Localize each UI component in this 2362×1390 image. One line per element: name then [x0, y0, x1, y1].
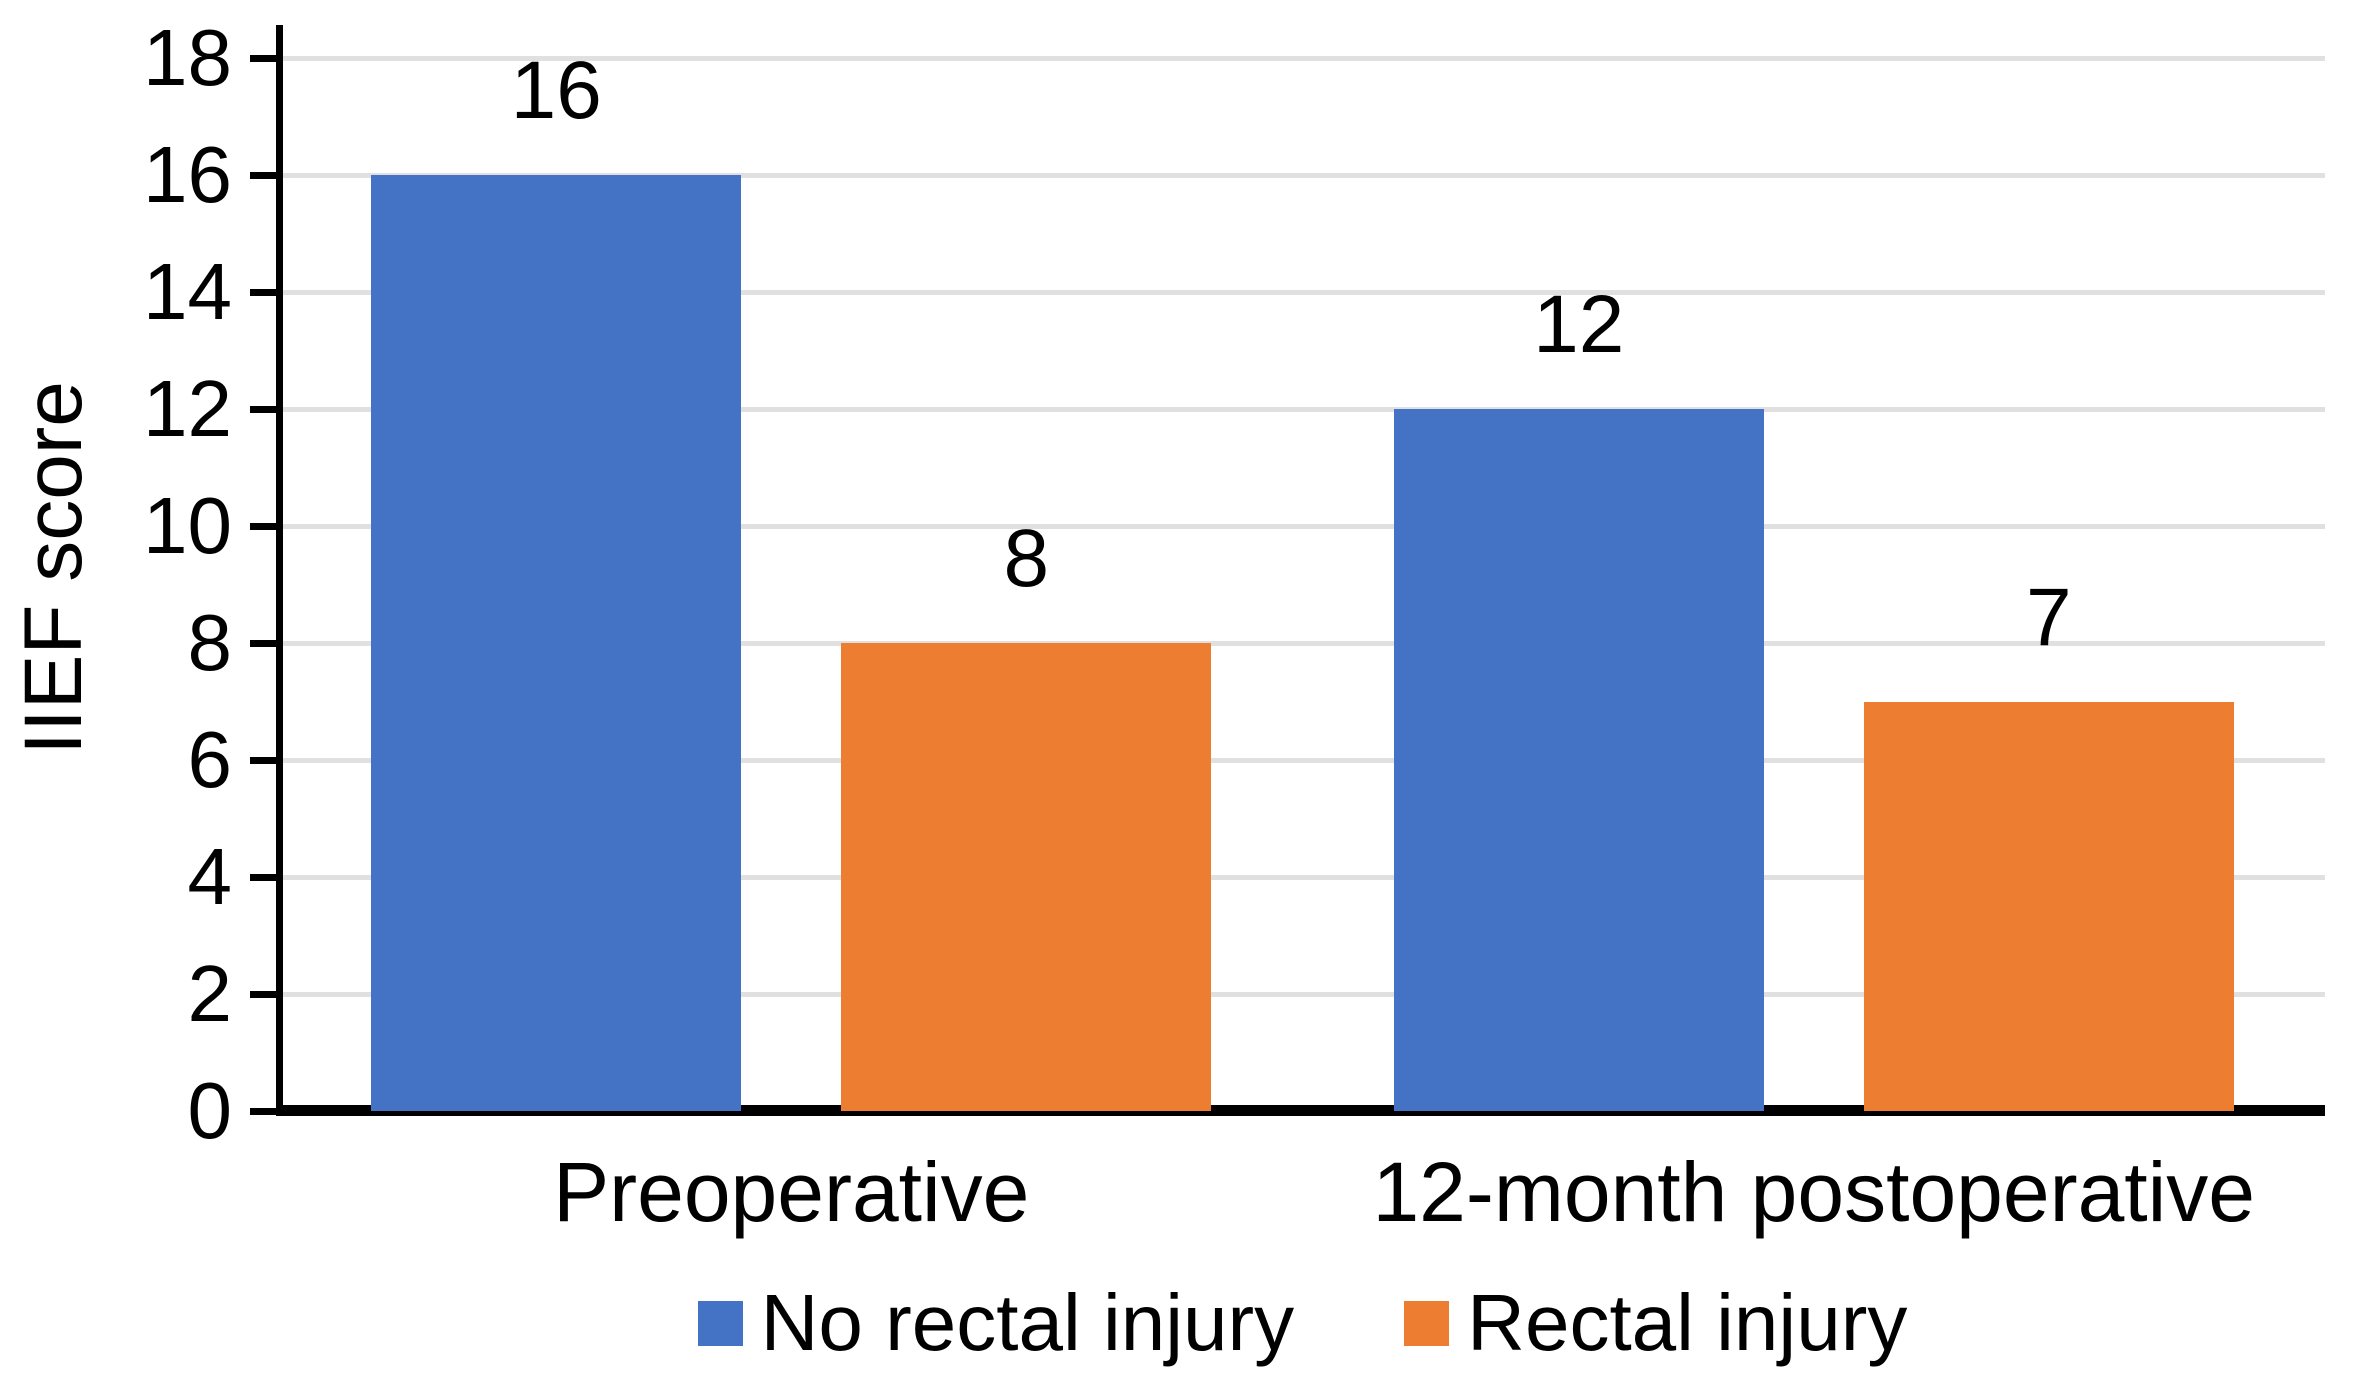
gridline [283, 56, 2325, 61]
legend: No rectal injury Rectal injury [280, 1283, 2325, 1363]
bar [841, 643, 1212, 1111]
y-axis-tick [250, 523, 276, 530]
x-axis-category-label: 12-month postoperative [1372, 1145, 2256, 1239]
gridline [283, 524, 2325, 529]
y-axis-tick-label: 10 [143, 481, 232, 570]
y-axis-tick [250, 991, 276, 998]
y-axis-tick [250, 55, 276, 62]
legend-swatch [697, 1300, 743, 1346]
gridline [283, 875, 2325, 880]
gridline [283, 992, 2325, 997]
y-axis-tick-label: 14 [143, 247, 232, 336]
y-axis-tick [250, 1108, 276, 1115]
bar [371, 175, 742, 1111]
y-axis-tick [250, 874, 276, 881]
legend-swatch [1404, 1300, 1450, 1346]
bar-value-label: 7 [2025, 571, 2072, 663]
bar-value-label: 12 [1533, 279, 1625, 370]
y-axis-tick-label: 18 [143, 13, 232, 102]
y-axis-tick [250, 172, 276, 179]
bar-value-label: 8 [1003, 513, 1050, 604]
y-axis-tick-label: 0 [187, 1066, 233, 1155]
y-axis-tick-label: 16 [143, 130, 232, 219]
legend-item: Rectal injury [1404, 1283, 1907, 1363]
y-axis-tick-label: 6 [187, 715, 233, 804]
y-axis-tick-label: 8 [187, 598, 233, 687]
bar-value-label: 16 [510, 45, 602, 136]
gridline [283, 758, 2325, 763]
gridline [283, 641, 2325, 646]
bar [1863, 701, 2234, 1111]
legend-label: No rectal injury [760, 1278, 1295, 1367]
y-axis-tick [250, 289, 276, 296]
x-axis-category-label: Preoperative [553, 1145, 1030, 1239]
y-axis-tick [250, 406, 276, 413]
legend-label: Rectal injury [1467, 1278, 1908, 1367]
gridline [283, 407, 2325, 412]
x-axis-line [276, 1105, 2325, 1116]
y-axis-tick-label: 4 [187, 832, 233, 921]
gridline [283, 290, 2325, 295]
bar [1393, 409, 1764, 1111]
y-axis-tick-label: 2 [187, 949, 233, 1038]
y-axis-tick [250, 757, 276, 764]
legend-item: No rectal injury [697, 1278, 1295, 1367]
y-axis-tick [250, 640, 276, 647]
gridline [283, 173, 2325, 178]
y-axis-line [276, 25, 283, 1116]
y-axis-tick-label: 12 [143, 364, 232, 453]
